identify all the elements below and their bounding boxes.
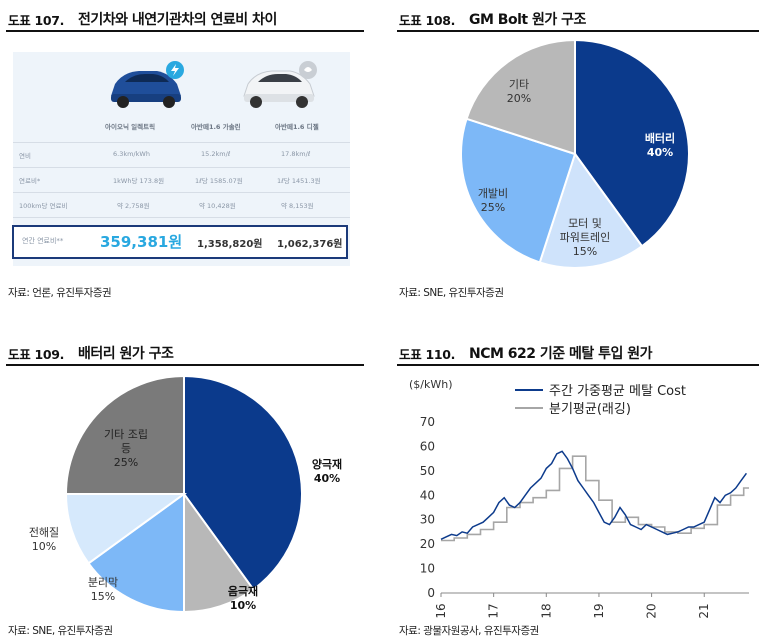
pie-slice-label: 파워트레인 bbox=[560, 231, 611, 244]
table-header-row: 아이오닉 일렉트릭 아반떼1.6 가솔린 아반떼1.6 디젤 bbox=[13, 114, 350, 138]
panel-header: 도표 108. GM Bolt 원가 구조 bbox=[397, 6, 759, 32]
pie-slice-label: 배터리 bbox=[645, 131, 675, 145]
pie-slice-value: 25% bbox=[114, 456, 138, 469]
table-cell: 1ℓ당 1451.3원 bbox=[277, 177, 321, 185]
figure-title: GM Bolt 원가 구조 bbox=[469, 12, 586, 28]
table-row: 연비 6.3km/kWh 15.2km/ℓ 17.8km/ℓ bbox=[13, 142, 350, 167]
row-label: 연료비* bbox=[19, 177, 41, 185]
y-tick-label: 0 bbox=[427, 586, 435, 600]
x-tick-label: 17 bbox=[487, 603, 501, 618]
panel-fuel-cost: 도표 107. 전기차와 내연기관차의 연료비 차이 아이오닉 일렉트릭 아반떼… bbox=[6, 6, 364, 306]
pie-slice-value: 40% bbox=[314, 472, 340, 485]
source-note: 자료: SNE, 유진투자증권 bbox=[8, 625, 113, 637]
figure-number: 도표 109. bbox=[8, 347, 65, 362]
y-tick-label: 20 bbox=[420, 537, 435, 551]
table-cell: 1kWh당 173.8원 bbox=[113, 177, 165, 185]
pie-slice-label: 개발비 bbox=[478, 187, 508, 200]
pie-slice-label: 음극재 bbox=[228, 584, 258, 598]
pie-slice-label: 기타 조립 bbox=[104, 428, 148, 441]
y-tick-label: 30 bbox=[420, 513, 435, 527]
panel-header: 도표 110. NCM 622 기준 메탈 투입 원가 bbox=[397, 340, 759, 366]
y-tick-label: 50 bbox=[420, 464, 435, 478]
column-header: 아반떼1.6 가솔린 bbox=[191, 123, 241, 131]
figure-title: 배터리 원가 구조 bbox=[78, 346, 174, 362]
pie-slice bbox=[87, 492, 185, 614]
y-tick-label: 60 bbox=[420, 439, 435, 453]
table-cell: 약 8,153원 bbox=[281, 202, 314, 210]
table-cell: 1ℓ당 1585.07원 bbox=[195, 177, 243, 185]
figure-title: NCM 622 기준 메탈 투입 원가 bbox=[469, 346, 653, 362]
panel-metal-cost: 도표 110. NCM 622 기준 메탈 투입 원가 ($/kWh) 0 10 20… bbox=[397, 340, 759, 640]
panel-gm-bolt-cost: 도표 108. GM Bolt 원가 구조 배터리 40% 모터 및 파워트레인 15%… bbox=[397, 6, 759, 306]
figure-number: 도표 108. bbox=[399, 13, 456, 28]
pie-slice-label: 기타 bbox=[509, 78, 529, 91]
legend-label: 주간 가중평균 메탈 Cost bbox=[549, 384, 686, 399]
x-tick-label: 18 bbox=[539, 603, 553, 618]
ice-car-image bbox=[243, 61, 317, 108]
pie-slice-value: 10% bbox=[230, 599, 256, 612]
y-tick-label: 10 bbox=[420, 562, 435, 576]
pie-slice bbox=[64, 374, 185, 495]
ev-annual-cost: 359,381원 bbox=[100, 233, 183, 251]
table-cell: 약 2,758원 bbox=[117, 202, 150, 210]
pie-slice-value: 40% bbox=[647, 146, 673, 159]
pie-slice bbox=[538, 151, 644, 269]
pie-slice bbox=[465, 38, 576, 156]
table-cell: 15.2km/ℓ bbox=[201, 150, 231, 158]
pie-slice bbox=[183, 374, 303, 591]
x-tick-label: 16 bbox=[434, 603, 448, 618]
x-tick-label: 20 bbox=[645, 603, 659, 618]
pie-slice-label: 등 bbox=[121, 442, 131, 455]
pie-slice bbox=[64, 493, 188, 565]
series-line-weekly bbox=[440, 450, 748, 540]
pie-slice bbox=[574, 38, 690, 248]
pie-slice-value: 20% bbox=[507, 92, 531, 105]
row-label: 100km당 연료비 bbox=[19, 202, 68, 210]
table-row: 100km당 연료비 약 2,758원 약 10,428원 약 8,153원 bbox=[13, 192, 350, 217]
pie-slice-value: 15% bbox=[91, 590, 115, 603]
pie-slice-value: 25% bbox=[481, 201, 505, 214]
pie-slice-label: 전해질 bbox=[29, 525, 59, 539]
source-note: 자료: 언론, 유진투자증권 bbox=[8, 287, 112, 299]
pie-slice-label: 양극재 bbox=[312, 457, 342, 471]
table-cell: 17.8km/ℓ bbox=[281, 150, 311, 158]
panel-battery-cost: 도표 109. 배터리 원가 구조 양극재 40% 음극재 10% 분리막 15% 전해질 1… bbox=[6, 340, 364, 640]
pie-slice-value: 15% bbox=[573, 245, 597, 258]
pie-slice-label: 모터 및 bbox=[568, 217, 602, 230]
gasoline-annual-cost: 1,358,820원 bbox=[197, 239, 263, 250]
source-note: 자료: 광물자원공사, 유진투자증권 bbox=[399, 625, 539, 637]
source-note: 자료: SNE, 유진투자증권 bbox=[399, 287, 504, 299]
legend-label: 분기평균(래깅) bbox=[549, 402, 631, 417]
table-cell: 약 10,428원 bbox=[199, 202, 236, 210]
figure-number: 도표 110. bbox=[399, 347, 456, 362]
pie-slice-label: 분리막 bbox=[88, 576, 118, 589]
metal-cost-line-chart: ($/kWh) 0 10 20 30 40 50 60 70 16 17 18 19 20 21 주간 가중평… bbox=[409, 378, 749, 619]
x-tick-label: 21 bbox=[697, 603, 711, 618]
pie-slice bbox=[460, 117, 577, 264]
column-header: 아이오닉 일렉트릭 bbox=[105, 123, 156, 131]
ev-car-image bbox=[111, 61, 184, 108]
x-tick-label: 19 bbox=[592, 603, 606, 618]
row-label: 연간 연료비** bbox=[22, 237, 64, 245]
panel-header: 도표 107. 전기차와 내연기관차의 연료비 차이 bbox=[6, 6, 364, 32]
y-axis-label: ($/kWh) bbox=[409, 378, 453, 391]
table-cell: 6.3km/kWh bbox=[113, 150, 150, 158]
column-header: 아반떼1.6 디젤 bbox=[275, 123, 319, 131]
y-tick-label: 40 bbox=[420, 488, 435, 502]
panel-header: 도표 109. 배터리 원가 구조 bbox=[6, 340, 364, 366]
y-tick-label: 70 bbox=[420, 415, 435, 429]
series-line-quarterly bbox=[441, 455, 749, 542]
figure-title: 전기차와 내연기관차의 연료비 차이 bbox=[78, 12, 277, 28]
row-label: 연비 bbox=[19, 152, 31, 160]
pie-slice bbox=[183, 490, 255, 614]
table-row: 연료비* 1kWh당 173.8원 1ℓ당 1585.07원 1ℓ당 1451.… bbox=[13, 167, 350, 192]
annual-fuel-cost-row: 연간 연료비** 359,381원 1,358,820원 1,062,376원 bbox=[12, 225, 348, 259]
figure-number: 도표 107. bbox=[8, 13, 65, 28]
pie-slice-value: 10% bbox=[32, 540, 56, 553]
table-divider bbox=[13, 217, 350, 242]
diesel-annual-cost: 1,062,376원 bbox=[277, 239, 343, 250]
